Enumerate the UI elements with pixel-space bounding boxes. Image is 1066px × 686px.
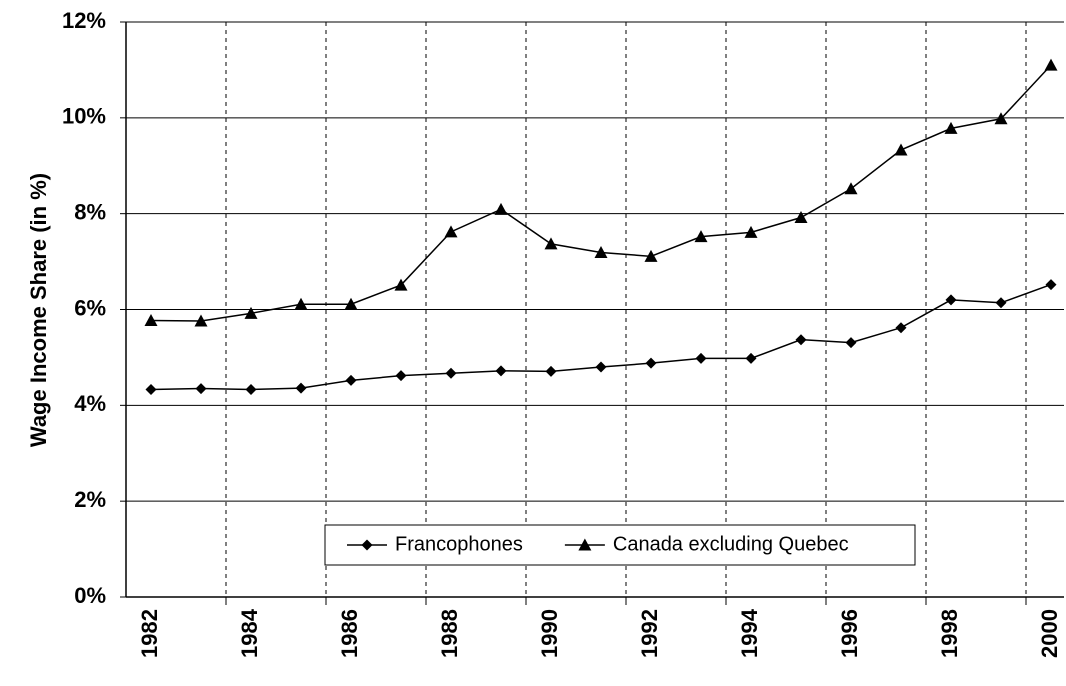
marker bbox=[294, 297, 308, 310]
marker bbox=[795, 334, 807, 346]
marker bbox=[994, 112, 1008, 125]
x-tick-label: 1988 bbox=[437, 609, 462, 658]
x-tick-label: 1992 bbox=[637, 609, 662, 658]
marker bbox=[695, 352, 707, 364]
marker bbox=[494, 202, 508, 215]
marker bbox=[361, 539, 373, 551]
marker bbox=[744, 225, 758, 238]
legend-label: Francophones bbox=[395, 533, 523, 555]
marker bbox=[794, 211, 808, 223]
marker bbox=[444, 225, 458, 238]
x-tick-label: 1986 bbox=[337, 609, 362, 658]
marker bbox=[195, 383, 207, 395]
y-tick-label: 0% bbox=[74, 583, 106, 608]
y-tick-label: 6% bbox=[74, 295, 106, 320]
x-tick-label: 1984 bbox=[237, 608, 262, 658]
legend-label: Canada excluding Quebec bbox=[613, 533, 849, 555]
marker bbox=[344, 297, 358, 310]
marker bbox=[545, 365, 557, 377]
marker bbox=[445, 367, 457, 379]
marker bbox=[594, 245, 608, 258]
y-tick-label: 8% bbox=[74, 199, 106, 224]
marker bbox=[644, 249, 658, 262]
series-line bbox=[150, 283, 1052, 391]
y-tick-label: 12% bbox=[62, 8, 106, 33]
marker bbox=[745, 352, 757, 364]
marker bbox=[544, 237, 558, 250]
marker bbox=[495, 365, 507, 377]
x-tick-label: 1994 bbox=[737, 608, 762, 658]
y-axis-title: Wage Income Share (in %) bbox=[26, 173, 51, 447]
marker bbox=[945, 294, 957, 306]
marker bbox=[1045, 279, 1057, 291]
x-tick-label: 1982 bbox=[137, 609, 162, 658]
marker bbox=[944, 121, 958, 134]
x-tick-label: 1998 bbox=[937, 609, 962, 658]
x-tick-label: 2000 bbox=[1037, 609, 1062, 658]
marker bbox=[595, 361, 607, 373]
y-tick-label: 4% bbox=[74, 391, 106, 416]
marker bbox=[194, 314, 208, 327]
y-tick-label: 2% bbox=[74, 487, 106, 512]
y-tick-label: 10% bbox=[62, 104, 106, 129]
marker bbox=[895, 322, 907, 334]
marker bbox=[245, 384, 257, 396]
series-line bbox=[150, 64, 1052, 322]
marker bbox=[295, 382, 307, 394]
marker bbox=[1044, 58, 1058, 71]
x-tick-label: 1996 bbox=[837, 609, 862, 658]
marker bbox=[995, 297, 1007, 309]
marker bbox=[894, 143, 908, 156]
marker bbox=[144, 314, 158, 327]
marker bbox=[345, 374, 357, 386]
marker bbox=[395, 370, 407, 382]
marker bbox=[845, 337, 857, 349]
legend bbox=[324, 524, 916, 566]
marker bbox=[645, 357, 657, 369]
marker bbox=[694, 230, 708, 243]
marker bbox=[244, 306, 258, 319]
marker bbox=[578, 538, 592, 551]
marker bbox=[394, 278, 408, 291]
marker bbox=[844, 182, 858, 195]
x-tick-label: 1990 bbox=[537, 609, 562, 658]
marker bbox=[145, 384, 157, 396]
